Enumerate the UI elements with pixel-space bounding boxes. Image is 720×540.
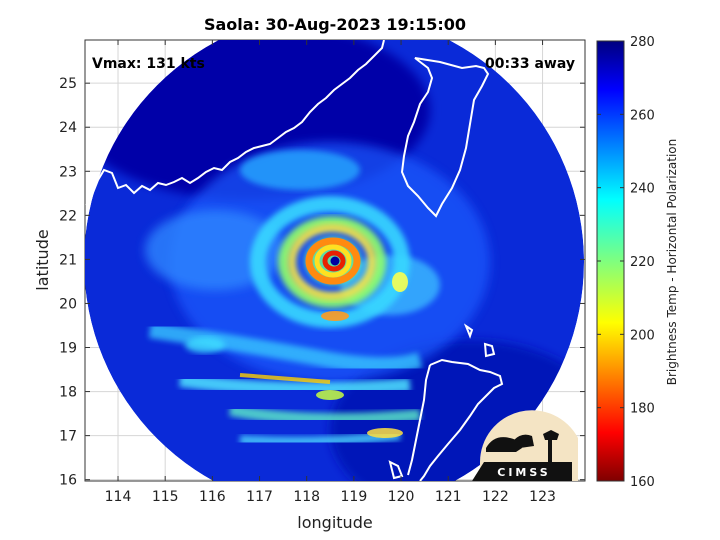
colorbar-tick-label: 180	[630, 402, 655, 417]
x-tick-label: 123	[529, 489, 556, 505]
colorbar-ticks: 160 180 200 220 240 260 280	[597, 35, 655, 490]
colorbar-tick-label: 280	[630, 35, 655, 50]
x-tick-label: 120	[388, 489, 415, 505]
x-tick-label: 114	[105, 489, 132, 505]
y-tick-label: 23	[59, 164, 77, 180]
y-tick-label: 17	[59, 429, 77, 445]
x-axis: 114 115 116 117 118 119 120 121 122 123	[105, 40, 556, 505]
y-tick-label: 18	[59, 385, 77, 401]
x-tick-label: 118	[293, 489, 320, 505]
vmax-annotation: Vmax: 131 kts	[92, 56, 205, 72]
colorbar-tick-label: 240	[630, 182, 655, 197]
x-tick-label: 119	[341, 489, 368, 505]
coastline	[85, 40, 584, 481]
y-axis-label: latitude	[33, 229, 52, 290]
y-tick-label: 21	[59, 252, 77, 268]
x-tick-label: 116	[199, 489, 226, 505]
colorbar	[596, 40, 625, 482]
colorbar-label: Brightness Temp - Horizontal Polarizatio…	[665, 139, 679, 386]
x-axis-label: longitude	[297, 513, 372, 532]
colorbar-tick-label: 160	[630, 475, 655, 490]
swath-image	[85, 40, 584, 481]
colorbar-tick-label: 200	[630, 328, 655, 343]
cimss-logo-text: CIMSS	[497, 466, 550, 479]
colorbar-tick-label: 220	[630, 255, 655, 270]
colorbar-tick-label: 260	[630, 108, 655, 123]
y-tick-label: 20	[59, 296, 77, 312]
x-tick-label: 122	[482, 489, 509, 505]
y-tick-label: 22	[59, 208, 77, 224]
x-tick-label: 121	[435, 489, 462, 505]
y-tick-label: 19	[59, 341, 77, 357]
x-tick-label: 117	[246, 489, 273, 505]
y-tick-label: 16	[59, 473, 77, 489]
y-tick-label: 24	[59, 120, 77, 136]
cimss-logo: CIMSS	[472, 410, 578, 481]
y-tick-label: 25	[59, 76, 77, 92]
y-axis: 16 17 18 19 20 21 22 23 24 25	[59, 76, 585, 489]
x-tick-label: 115	[152, 489, 179, 505]
time-away-annotation: 00:33 away	[485, 56, 575, 72]
chart-title: Saola: 30-Aug-2023 19:15:00	[204, 15, 466, 34]
